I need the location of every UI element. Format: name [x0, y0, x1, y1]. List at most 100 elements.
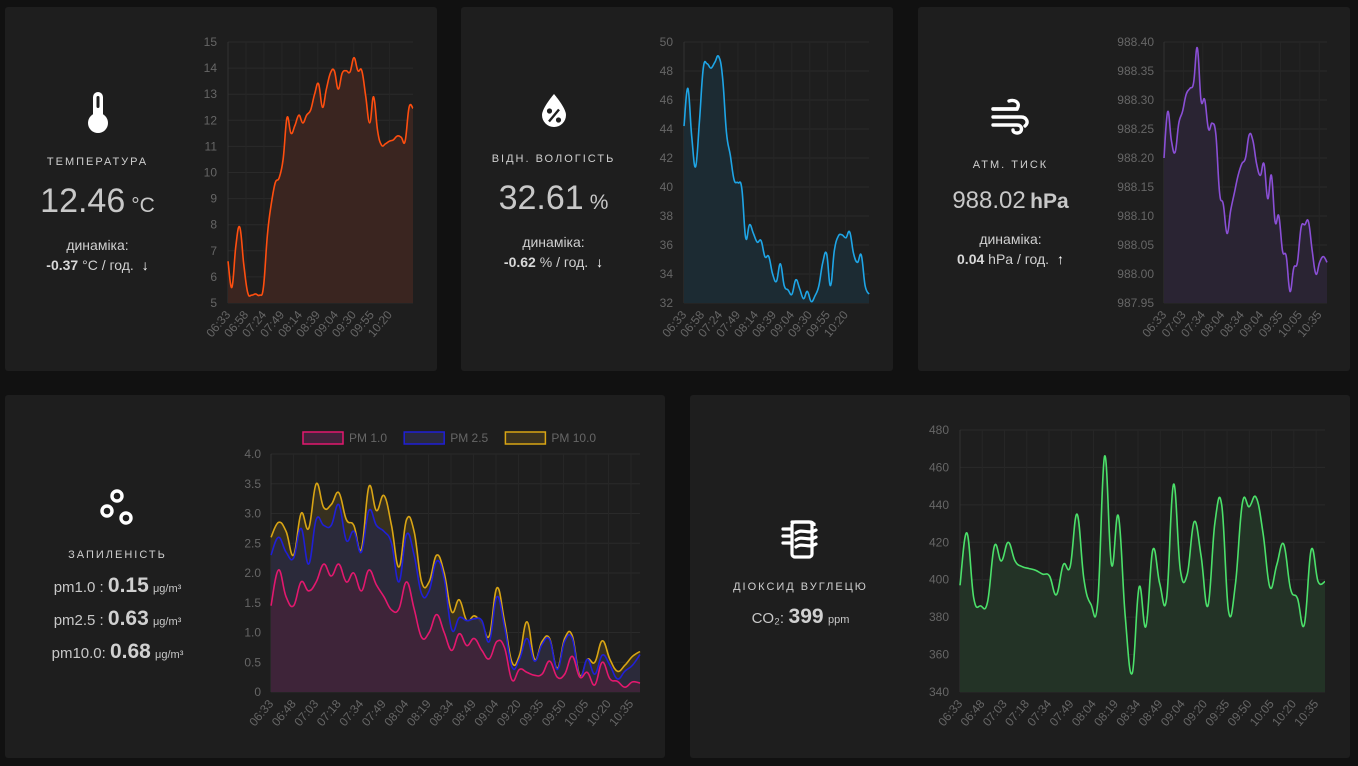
y-tick-label: 38	[660, 209, 674, 223]
y-tick-label: 2.5	[244, 536, 261, 550]
y-tick-label: 988.30	[1117, 93, 1154, 107]
humidity-label: ВІДН. ВОЛОГІСТЬ	[491, 153, 616, 165]
x-tick-label: 08:04	[381, 697, 411, 729]
co2-label: ДІОКСИД ВУГЛЕЦЮ	[733, 581, 868, 593]
x-tick-label: 07:49	[359, 697, 389, 729]
y-tick-label: 988.40	[1117, 35, 1154, 49]
y-tick-label: 15	[204, 35, 218, 49]
y-tick-label: 44	[660, 122, 674, 136]
y-tick-label: 400	[929, 573, 949, 587]
series-area-температура	[228, 57, 413, 303]
dynamics-label: динаміка:	[522, 234, 585, 250]
weather-windy-icon	[990, 98, 1029, 135]
temperature-dynamics: динаміка: -0.37 °C / год. ↓	[25, 235, 170, 275]
humidity-reading: 32.61%	[481, 179, 626, 218]
legend-item[interactable]: PM 2.5	[403, 431, 489, 445]
dynamics-value: 0.04	[957, 251, 985, 267]
y-tick-label: 1.0	[244, 626, 261, 640]
legend-label: PM 10.0	[551, 431, 596, 445]
co2-reading: CO₂: 399 ppm	[728, 605, 873, 629]
temperature-chart: 5678910111213141506:3306:5807:2407:4908:…	[203, 35, 414, 340]
y-tick-label: 48	[660, 64, 674, 78]
legend-swatch	[403, 431, 445, 445]
x-tick-label: 08:34	[426, 697, 456, 729]
x-tick-label: 10:35	[606, 697, 636, 729]
y-tick-label: 988.00	[1117, 267, 1154, 281]
arrow-down-icon: ↓	[596, 254, 604, 270]
y-tick-label: 46	[660, 93, 674, 107]
series-area-тиск	[1164, 47, 1327, 303]
y-tick-label: 13	[204, 87, 218, 101]
x-tick-label: 08:19	[404, 697, 434, 729]
x-tick-label: 10:20	[584, 697, 614, 729]
pm10-label: pm10.0:	[51, 645, 106, 662]
molecule-co2-icon	[780, 520, 818, 559]
legend-swatch	[302, 431, 344, 445]
dynamics-unit: hPa / год.	[988, 251, 1050, 267]
y-tick-label: 988.15	[1117, 180, 1154, 194]
legend-item[interactable]: PM 10.0	[504, 431, 596, 445]
y-tick-label: 11	[205, 139, 218, 153]
thermometer-icon	[87, 92, 108, 133]
y-tick-label: 14	[204, 61, 218, 75]
y-tick-label: 380	[929, 610, 949, 624]
series-line-вологість	[683, 55, 870, 303]
arrow-up-icon: ↑	[1056, 251, 1064, 267]
dynamics-label: динаміка:	[979, 231, 1042, 247]
dots-circles-icon	[99, 489, 133, 525]
pm25-unit: μg/m³	[152, 616, 182, 628]
series-line-температура	[227, 56, 414, 297]
y-tick-label: 988.25	[1117, 122, 1154, 136]
legend-item[interactable]: PM 1.0	[302, 431, 387, 445]
series-line-co2	[959, 455, 1326, 675]
x-tick-label: 09:20	[494, 697, 524, 729]
humidity-chart: 3234363840424446485006:3306:5807:2407:49…	[659, 35, 870, 340]
legend-label: PM 2.5	[450, 431, 488, 445]
series-area-вологість	[684, 55, 869, 303]
pressure-value: 988.02	[952, 187, 1026, 214]
y-tick-label: 2.0	[244, 566, 261, 580]
pressure-chart: 987.95 988.00 988.05 988.10 988.15 988.20 988.…	[1117, 35, 1328, 340]
x-tick-label: 09:50	[539, 697, 569, 729]
y-tick-label: 460	[929, 460, 949, 474]
x-tick-label: 07:03	[291, 697, 321, 729]
dust-readings: pm1.0 : 0.15 μg/m³ pm2.5 : 0.63 μg/m³ pm…	[45, 571, 190, 670]
dust-label: ЗАПИЛЕНІСТЬ	[68, 549, 167, 561]
x-tick-label: 06:48	[269, 697, 299, 729]
y-tick-label: 987.95	[1117, 296, 1154, 310]
pm25-row: pm2.5 : 0.63 μg/m³	[45, 604, 190, 637]
y-tick-label: 0	[254, 685, 261, 699]
pressure-info: АТМ. ТИСК 988.02 hPa динаміка: 0.04 hPa …	[938, 97, 1083, 269]
y-tick-label: 0.5	[244, 655, 261, 669]
dynamics-value: -0.37	[46, 257, 79, 273]
pressure-reading: 988.02 hPa	[938, 187, 1083, 215]
y-tick-label: 988.10	[1117, 209, 1154, 223]
y-tick-label: 42	[660, 151, 674, 165]
series-area-co2	[960, 455, 1325, 692]
pm1-unit: μg/m³	[152, 583, 182, 595]
pm1-value: 0.15	[107, 574, 149, 597]
temperature-label: ТЕМПЕРАТУРА	[46, 156, 149, 168]
legend-label: PM 1.0	[349, 431, 387, 445]
y-tick-label: 10	[204, 166, 218, 180]
y-tick-label: 12	[204, 113, 218, 127]
pm10-value: 0.68	[109, 640, 151, 663]
dust-chart: 0 0.5 1.0 1.5 2.0 2.5 3.0 3.5 4.0 06:3306:4807:03…	[244, 431, 641, 729]
x-tick-label: 09:04	[471, 697, 501, 729]
pressure-dynamics: динаміка: 0.04 hPa / год. ↑	[938, 229, 1083, 269]
dynamics-unit: % / год.	[539, 254, 589, 270]
y-tick-label: 40	[660, 180, 674, 194]
x-tick-label: 08:49	[449, 697, 479, 729]
co2-info: ДІОКСИД ВУГЛЕЦЮ CO₂: 399 ppm	[728, 517, 873, 629]
x-tick-label: 10:35	[1291, 697, 1321, 729]
pm10-unit: μg/m³	[155, 649, 184, 661]
legend-swatch	[504, 431, 547, 445]
y-tick-label: 34	[660, 267, 674, 281]
humidity-unit: %	[589, 191, 609, 214]
pm1-row: pm1.0 : 0.15 μg/m³	[45, 571, 190, 604]
y-tick-label: 988.20	[1117, 151, 1154, 165]
dust-info: ЗАПИЛЕНІСТЬ pm1.0 : 0.15 μg/m³ pm2.5 : 0…	[45, 487, 190, 670]
water-percent-icon	[541, 94, 566, 127]
x-tick-label: 06:33	[246, 697, 276, 729]
